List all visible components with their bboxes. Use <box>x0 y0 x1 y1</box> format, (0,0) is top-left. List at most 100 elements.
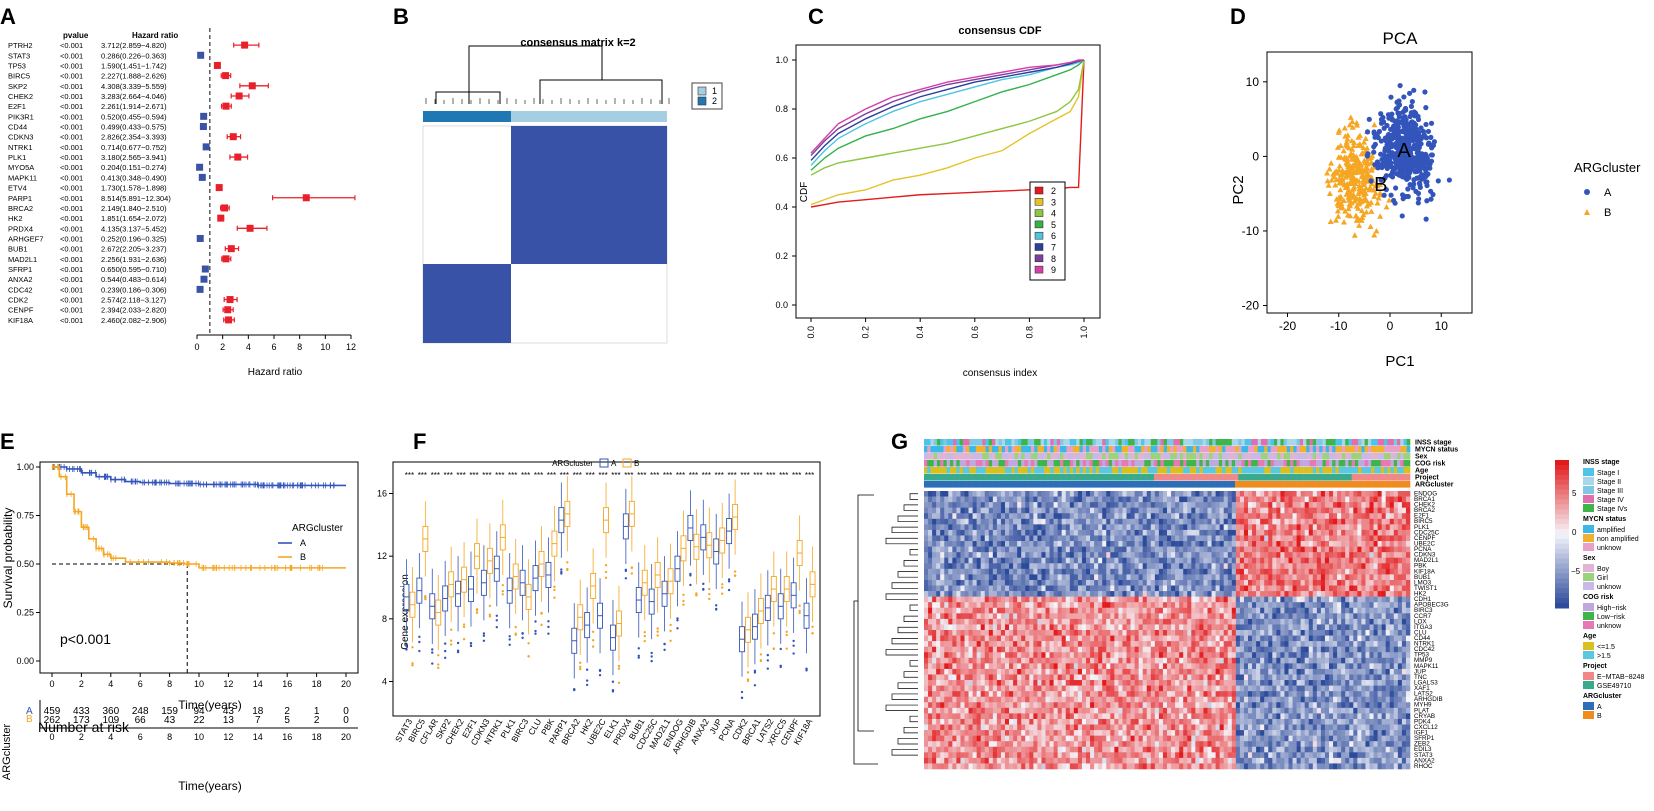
box-outlier-A <box>766 667 770 670</box>
pca-y-label: PC2 <box>1230 175 1247 204</box>
pca-x-tick-label: 0 <box>1387 319 1394 333</box>
annotation-cell <box>1235 453 1239 460</box>
heatmap-cell <box>1349 507 1354 514</box>
heatmap-cell <box>1304 541 1310 547</box>
heatmap-cell <box>1045 502 1050 508</box>
heatmap-cell <box>1118 529 1123 536</box>
box-outlier-B <box>553 596 556 599</box>
heatmap-cell <box>1316 524 1322 531</box>
heatmap-cell <box>1098 568 1103 575</box>
heatmap-cell <box>1377 563 1382 570</box>
heatmap-cell <box>1264 507 1269 514</box>
heatmap-cell <box>1248 491 1253 497</box>
annotation-cell <box>985 439 990 446</box>
heatmap-cell <box>1098 518 1103 525</box>
heatmap-cell <box>968 524 973 531</box>
pca-point-B <box>1367 223 1374 230</box>
heatmap-cell <box>1361 535 1366 542</box>
annotation-cell <box>1073 481 1077 488</box>
annotation-cell <box>1380 481 1385 488</box>
forest-gene-label: KIF18A <box>8 316 33 325</box>
heatmap-cell <box>1264 491 1269 497</box>
heatmap-cell <box>1264 552 1269 559</box>
pca-point-B <box>1340 147 1347 154</box>
pca-point-B <box>1348 174 1355 180</box>
pca-point-B <box>1364 160 1371 167</box>
heatmap-cell <box>1126 563 1131 570</box>
pca-point-A <box>1419 163 1425 169</box>
heatmap-cell <box>1349 513 1354 520</box>
annotation-cell <box>1095 460 1100 467</box>
annotation-cell <box>1406 467 1411 474</box>
forest-hr-point <box>222 72 230 80</box>
heatmap-cell <box>1276 546 1281 553</box>
heatmap-cell <box>944 552 949 559</box>
forest-hr-text: 8.514(5.891−12.304) <box>101 194 171 203</box>
heatmap-cell <box>1296 524 1301 531</box>
box-outlier-A <box>598 673 602 677</box>
heatmap-cell <box>1341 579 1346 586</box>
heatmap-cell <box>1114 579 1119 586</box>
heatmap-cell <box>988 557 994 564</box>
heatmap-cell <box>1320 579 1326 586</box>
annotation-cell <box>1322 446 1327 453</box>
heatmap-cell <box>1337 552 1342 559</box>
heatmap-cell <box>1073 568 1079 575</box>
forest-pvalue: <0.001 <box>60 72 83 81</box>
heatmap-cell <box>1337 557 1342 564</box>
heatmap-cell <box>1333 557 1338 564</box>
heatmap-cell <box>1215 524 1220 531</box>
heatmap-cell <box>1357 541 1362 547</box>
heatmap-cell <box>1086 546 1091 553</box>
annotation-cell <box>1251 446 1255 453</box>
heatmap-cell <box>1316 563 1322 570</box>
heatmap-cell <box>1017 513 1022 520</box>
heatmap-cell <box>1090 513 1095 520</box>
pca-legend-title: ARGcluster <box>1574 160 1641 175</box>
heatmap-cell <box>1106 529 1111 536</box>
cdf-x-label: consensus index <box>963 368 1038 379</box>
box-outlier-A <box>418 640 421 644</box>
heatmap-cell <box>1179 496 1184 503</box>
annotation-cell <box>998 474 1003 481</box>
heatmap-cell <box>1142 568 1148 575</box>
pca-point-B <box>1338 204 1345 211</box>
annotation-cell <box>1098 446 1103 453</box>
heatmap-cell <box>1260 568 1265 575</box>
annotation-cell <box>1037 481 1041 488</box>
heatmap-cell <box>956 502 961 508</box>
risk-table-cell: 66 <box>135 715 147 726</box>
pca-point-B <box>1351 139 1358 146</box>
annotation-cell <box>1351 439 1356 446</box>
pca-point-B <box>1346 121 1353 128</box>
annotation-cell <box>1102 481 1106 488</box>
annotation-cell <box>1231 481 1236 488</box>
heatmap-cell <box>1268 574 1273 581</box>
annotation-cell <box>962 467 967 474</box>
heatmap-cell <box>1329 513 1334 520</box>
annotation-cell <box>1060 467 1064 474</box>
annotation-cell <box>1371 439 1375 446</box>
heatmap-cell <box>1146 579 1152 586</box>
heatmap-cell <box>1256 535 1261 542</box>
heatmap-cell <box>1239 491 1245 497</box>
annotation-cell <box>1092 446 1097 453</box>
heatmap-cell <box>1227 552 1233 559</box>
heatmap-cell <box>1061 557 1067 564</box>
annotation-cell <box>1374 439 1378 446</box>
annotation-cell <box>927 467 931 474</box>
annotation-cell <box>995 467 999 474</box>
box-outlier-A <box>534 629 537 633</box>
annotation-cell <box>1397 439 1401 446</box>
heatmap-cell <box>1312 507 1318 514</box>
heatmap-cell <box>984 507 990 514</box>
heatmap-cell <box>1284 563 1289 570</box>
annotation-cell <box>998 467 1003 474</box>
annotation-cell <box>975 481 980 488</box>
heatmap-cell <box>1292 552 1297 559</box>
annotation-cell <box>1312 481 1317 488</box>
annotation-cell <box>1377 481 1382 488</box>
panel-a-forest-plot: pvalue Hazard ratio Hazard ratio PTRH2 <0… <box>8 28 356 378</box>
heatmap-cell <box>1134 579 1139 586</box>
heatmap-cell <box>1405 529 1411 536</box>
